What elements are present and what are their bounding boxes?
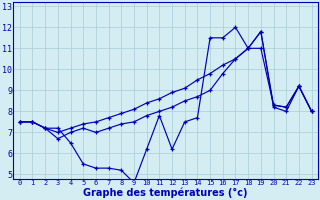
X-axis label: Graphe des températures (°c): Graphe des températures (°c) — [84, 187, 248, 198]
